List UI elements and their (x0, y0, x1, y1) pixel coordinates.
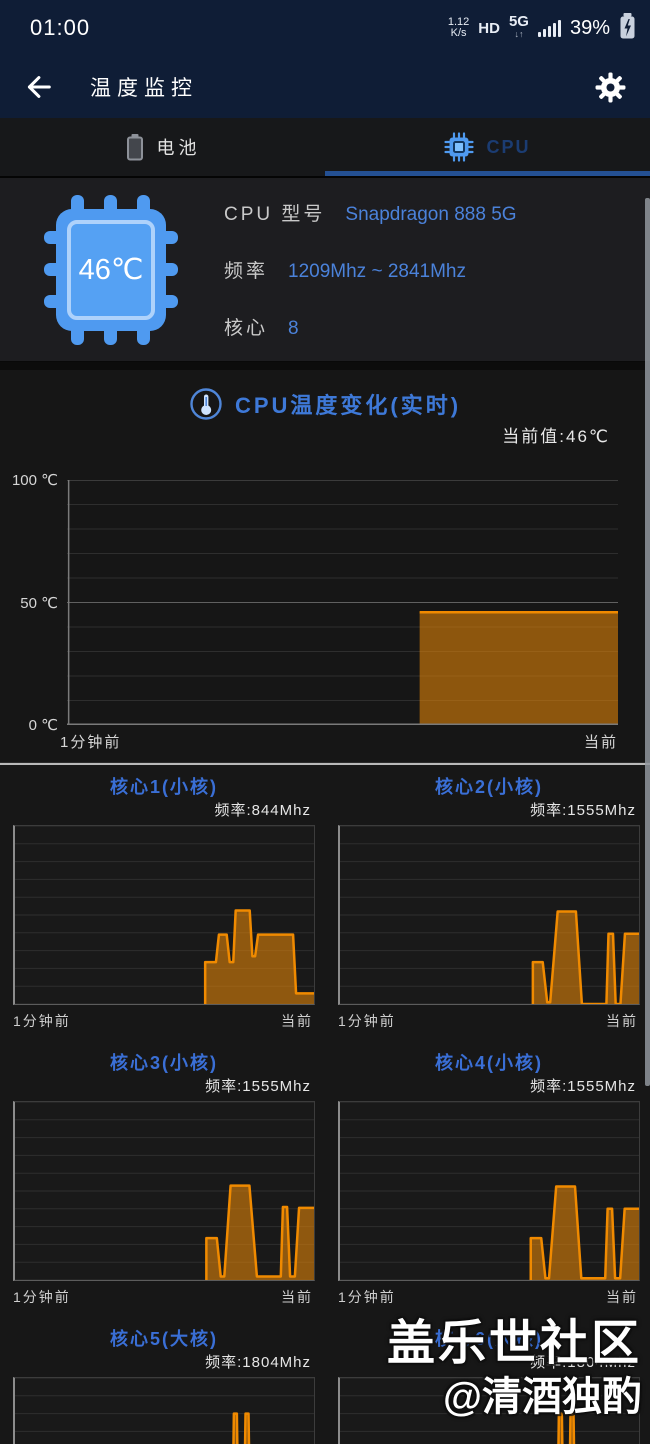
core-frequency: 频率:1555Mhz (530, 802, 636, 819)
xlabel-left: 1分钟前 (338, 1013, 396, 1029)
tab-bar: 电池 CPU (0, 118, 650, 178)
cpu-info-panel: 46℃ CPU 型号 Snapdragon 888 5G 频率 1209Mhz … (0, 178, 650, 362)
core-chart-plot (338, 1101, 640, 1281)
cpu-freq-row: 频率 1209Mhz ~ 2841Mhz (224, 256, 517, 283)
signal-strength-icon (537, 19, 561, 37)
watermark-line1: 盖乐世社区 (386, 1317, 642, 1370)
cpu-chip-icon (444, 132, 475, 162)
ytick-0: 0 ℃ (28, 717, 58, 734)
xlabel-right: 当前 (583, 734, 618, 751)
cpu-temp-chip-icon: 46℃ (44, 194, 178, 345)
current-value-label: 当前值:46℃ (502, 427, 610, 446)
main-chart: 100 ℃ 50 ℃ 0 ℃ (12, 472, 618, 734)
core-chart-cell: 核心2(小核) 频率:1555Mhz 1分钟前 当前 (325, 765, 650, 1041)
core-frequency: 频率:1804Mhz (205, 1354, 311, 1371)
core-chart-plot (13, 1101, 315, 1281)
page-title: 温度监控 (90, 77, 198, 100)
thermometer-icon (190, 388, 222, 420)
cpu-model-row: CPU 型号 Snapdragon 888 5G (224, 199, 517, 226)
core-chart-cell: 核心5(大核) 频率:1804Mhz 1分钟前 当前 (0, 1317, 325, 1444)
xlabel-left: 1分钟前 (338, 1289, 396, 1305)
settings-button[interactable] (590, 67, 630, 107)
battery-percent: 39% (569, 16, 610, 39)
ytick-100: 100 ℃ (11, 472, 58, 489)
core-frequency: 频率:844Mhz (214, 802, 311, 819)
network-speed: 1.12 K/s (447, 16, 470, 39)
5g-network-icon: 5G ↓↑ (508, 13, 529, 39)
app-bar: 温度监控 (0, 56, 650, 118)
xlabel-left: 1分钟前 (60, 734, 122, 751)
section-divider (0, 762, 650, 765)
cpu-model-value: Snapdragon 888 5G (345, 204, 517, 225)
core-chart-plot (13, 825, 315, 1005)
core-title-1: 核心1(小核) (110, 777, 218, 797)
panel-divider (0, 362, 650, 370)
core-chart-cell: 核心3(小核) 频率:1555Mhz 1分钟前 当前 (0, 1041, 325, 1317)
chart-title: CPU温度变化(实时) (234, 393, 462, 418)
clock: 01:00 (30, 15, 91, 40)
xlabel-right: 当前 (281, 1013, 313, 1029)
core-chart-cell: 核心1(小核) 频率:844Mhz 1分钟前 当前 (0, 765, 325, 1041)
battery-charging-icon (619, 12, 636, 45)
cpu-freq-label: 频率 (224, 261, 269, 282)
core-title-6: 核心6(大核) (435, 1329, 543, 1349)
core-chart-cell: 核心4(小核) 频率:1555Mhz 1分钟前 当前 (325, 1041, 650, 1317)
cpu-temperature-chart-panel: CPU温度变化(实时) 当前值:46℃ 100 ℃ 50 ℃ 0 ℃ 1分钟前 … (0, 370, 650, 762)
core-chart-plot (338, 825, 640, 1005)
hd-voice-icon: HD (478, 19, 500, 37)
xlabel-right: 当前 (281, 1289, 313, 1305)
cpu-info-rows: CPU 型号 Snapdragon 888 5G 频率 1209Mhz ~ 28… (224, 199, 517, 340)
tab-battery-label: 电池 (156, 138, 201, 158)
tab-cpu-label: CPU (486, 136, 531, 157)
ytick-50: 50 ℃ (20, 594, 58, 612)
data-arrows-icon: ↓↑ (514, 29, 524, 39)
main-chart-plot (67, 480, 618, 725)
core-charts-grid: 核心1(小核) 频率:844Mhz 1分钟前 当前 核心2(小核) 频率:155… (0, 765, 650, 1444)
core-title-5: 核心5(大核) (110, 1329, 218, 1349)
core-chart-plot (338, 1377, 640, 1444)
core-title-4: 核心4(小核) (435, 1053, 543, 1073)
watermark-line2: @清酒独酌 (442, 1374, 642, 1419)
gear-icon (595, 72, 625, 102)
core-chart-plot (13, 1377, 315, 1444)
status-bar: 01:00 1.12 K/s HD 5G ↓↑ 39% (0, 0, 650, 56)
core-frequency: 频率:1804Mhz (530, 1354, 636, 1371)
battery-icon (126, 134, 143, 161)
core-chart-cell: 核心6(大核) 频率:1804Mhz 1分钟前 当前 (325, 1317, 650, 1444)
back-button[interactable] (20, 65, 64, 109)
watermark: 盖乐世社区 @清酒独酌 (386, 1317, 642, 1419)
active-tab-indicator (325, 171, 650, 176)
cpu-freq-value: 1209Mhz ~ 2841Mhz (288, 261, 466, 282)
xlabel-right: 当前 (606, 1289, 638, 1305)
cpu-cores-row: 核心 8 (224, 313, 517, 340)
xlabel-right: 当前 (606, 1013, 638, 1029)
cpu-model-label: CPU 型号 (224, 204, 326, 225)
cpu-cores-value: 8 (288, 318, 299, 339)
scrollbar-thumb[interactable] (645, 198, 650, 1086)
cpu-cores-label: 核心 (224, 318, 269, 339)
xlabel-left: 1分钟前 (13, 1289, 71, 1305)
core-frequency: 频率:1555Mhz (205, 1078, 311, 1095)
core-frequency: 频率:1555Mhz (530, 1078, 636, 1095)
tab-battery[interactable]: 电池 (0, 118, 325, 176)
core-title-2: 核心2(小核) (435, 777, 543, 797)
core-title-3: 核心3(小核) (110, 1053, 218, 1073)
xlabel-left: 1分钟前 (13, 1013, 71, 1029)
cpu-temp-value: 46℃ (67, 219, 155, 320)
tab-cpu[interactable]: CPU (325, 118, 650, 176)
